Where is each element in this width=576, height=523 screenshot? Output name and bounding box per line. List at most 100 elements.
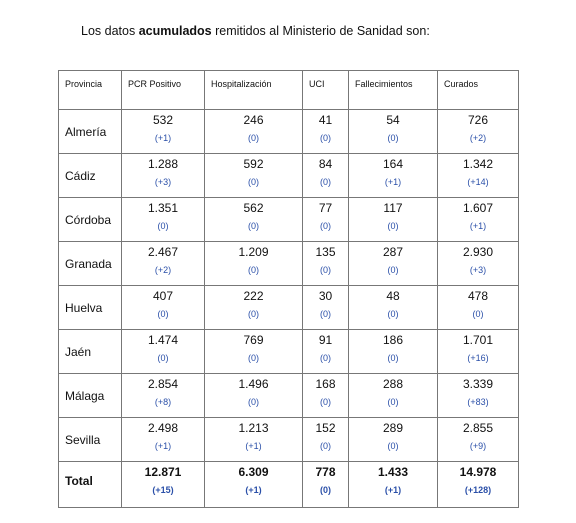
value: 287: [382, 245, 404, 259]
delta: (0): [320, 221, 331, 231]
value: 1.607: [462, 201, 494, 215]
delta: (0): [248, 265, 259, 275]
header-hospitalizacion: Hospitalización: [204, 70, 303, 110]
value: 1.209: [238, 245, 269, 259]
fall-cell: 48 (0): [348, 285, 438, 330]
delta: (0): [248, 133, 259, 143]
uci-cell: 168 (0): [302, 373, 349, 418]
provincia-cell: Granada: [58, 241, 122, 286]
provincia-cell: Sevilla: [58, 417, 122, 462]
value: 3.339: [462, 377, 494, 391]
delta: (0): [387, 353, 399, 363]
hosp-cell: 246 (0): [204, 109, 303, 154]
cur-cell: 1.342 (+14): [437, 153, 519, 198]
value: 6.309: [238, 465, 269, 479]
value: 186: [382, 333, 404, 347]
delta: (0): [248, 353, 259, 363]
delta: (0): [320, 353, 331, 363]
delta: (0): [248, 177, 259, 187]
fall-cell: 54 (0): [348, 109, 438, 154]
table-row: Granada 2.467 (+2) 1.209 (0) 135 (0) 287 (0)…: [58, 241, 519, 286]
provincia-cell: Cádiz: [58, 153, 122, 198]
value: 152: [315, 421, 336, 435]
pcr-cell: 1.351 (0): [121, 197, 205, 242]
table-row: Jaén 1.474 (0) 769 (0) 91 (0) 186 (0) 1.701 (…: [58, 329, 519, 374]
value: 2.498: [147, 421, 179, 435]
delta: (+8): [154, 397, 172, 407]
delta: (+1): [384, 485, 402, 495]
value: 117: [383, 201, 403, 215]
value: 478: [467, 289, 489, 303]
value: 54: [386, 113, 400, 127]
delta: (0): [248, 397, 259, 407]
value: 1.474: [147, 333, 179, 347]
table-row: Sevilla 2.498 (+1) 1.213 (+1) 152 (0) 289 (0…: [58, 417, 519, 462]
delta: (+9): [469, 441, 487, 451]
total-hosp-cell: 6.309 (+1): [204, 461, 303, 508]
pcr-cell: 407 (0): [121, 285, 205, 330]
provincia-cell: Córdoba: [58, 197, 122, 242]
delta: (0): [320, 309, 331, 319]
fall-cell: 164 (+1): [348, 153, 438, 198]
hosp-cell: 562 (0): [204, 197, 303, 242]
value: 407: [152, 289, 174, 303]
value: 2.854: [147, 377, 179, 391]
uci-cell: 30 (0): [302, 285, 349, 330]
value: 592: [243, 157, 264, 171]
table-row: Almería 532 (+1) 246 (0) 41 (0) 54 (0) 726 (+…: [58, 109, 519, 154]
uci-cell: 152 (0): [302, 417, 349, 462]
total-fall-cell: 1.433 (+1): [348, 461, 438, 508]
header-provincia: Provincia: [58, 70, 122, 110]
value: 91: [318, 333, 333, 347]
fall-cell: 288 (0): [348, 373, 438, 418]
cur-cell: 726 (+2): [437, 109, 519, 154]
delta: (+3): [469, 265, 487, 275]
value: 41: [318, 113, 333, 127]
delta: (+83): [467, 397, 489, 407]
value: 726: [467, 113, 489, 127]
value: 77: [318, 201, 333, 215]
intro-bold: acumulados: [138, 24, 212, 38]
fall-cell: 186 (0): [348, 329, 438, 374]
delta: (0): [320, 265, 331, 275]
value: 222: [243, 289, 264, 303]
value: 1.288: [147, 157, 179, 171]
hosp-cell: 1.209 (0): [204, 241, 303, 286]
delta: (0): [157, 309, 169, 319]
provincia-cell: Málaga: [58, 373, 122, 418]
cur-cell: 2.855 (+9): [437, 417, 519, 462]
cur-cell: 1.607 (+1): [437, 197, 519, 242]
value: 48: [386, 289, 400, 303]
delta: (0): [387, 309, 399, 319]
header-curados: Curados: [437, 70, 519, 110]
delta: (0): [320, 441, 331, 451]
fall-cell: 287 (0): [348, 241, 438, 286]
provincia-cell: Huelva: [58, 285, 122, 330]
delta: (+14): [467, 177, 489, 187]
table-row: Córdoba 1.351 (0) 562 (0) 77 (0) 117 (0) 1.6…: [58, 197, 519, 242]
pcr-cell: 1.474 (0): [121, 329, 205, 374]
value: 2.855: [462, 421, 494, 435]
delta: (0): [157, 221, 169, 231]
delta: (0): [320, 485, 331, 495]
value: 1.701: [462, 333, 494, 347]
header-uci: UCI: [302, 70, 349, 110]
uci-cell: 135 (0): [302, 241, 349, 286]
delta: (+2): [154, 265, 172, 275]
value: 246: [243, 113, 264, 127]
value: 14.978: [459, 465, 497, 479]
hosp-cell: 222 (0): [204, 285, 303, 330]
value: 30: [318, 289, 333, 303]
value: 288: [382, 377, 404, 391]
value: 532: [152, 113, 174, 127]
pcr-cell: 2.854 (+8): [121, 373, 205, 418]
value: 2.467: [147, 245, 179, 259]
delta: (0): [157, 353, 169, 363]
uci-cell: 41 (0): [302, 109, 349, 154]
delta: (0): [248, 309, 259, 319]
delta: (+1): [384, 177, 402, 187]
provincia-cell: Almería: [58, 109, 122, 154]
delta: (0): [248, 221, 259, 231]
delta: (0): [387, 221, 399, 231]
provincia-cell: Jaén: [58, 329, 122, 374]
